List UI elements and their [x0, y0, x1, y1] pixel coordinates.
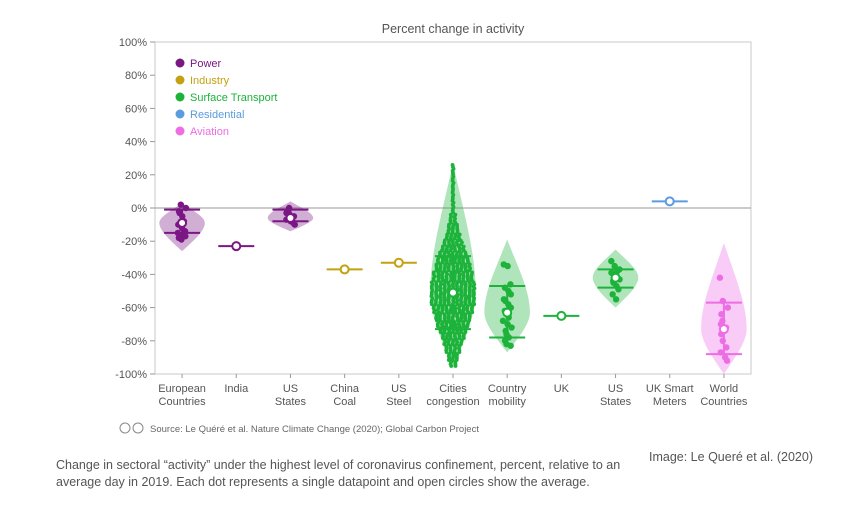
chart-title: Percent change in activity: [382, 22, 525, 36]
data-point: [508, 324, 515, 331]
data-point: [435, 324, 440, 329]
data-point: [177, 201, 185, 208]
data-point: [453, 364, 458, 368]
y-tick-label: -40%: [121, 269, 147, 281]
x-tick-label: Cities: [439, 383, 467, 395]
data-point: [716, 274, 724, 281]
x-tick-label: US: [608, 383, 623, 395]
mean-marker: [718, 324, 729, 335]
data-point: [723, 357, 731, 364]
data-point: [446, 268, 451, 273]
y-tick-label: -80%: [121, 336, 147, 348]
data-point: [470, 310, 475, 315]
x-tick-label: US: [391, 383, 406, 395]
x-tick-label: Countries: [159, 396, 207, 408]
legend-marker: [175, 109, 185, 119]
mean-marker: [177, 217, 188, 228]
data-point: [719, 337, 726, 344]
legend-label: Aviation: [190, 126, 229, 138]
data-point: [291, 221, 298, 228]
data-point: [723, 344, 730, 351]
data-point: [449, 364, 454, 368]
legend-label: Power: [190, 58, 222, 70]
data-point: [609, 291, 616, 298]
x-tick-label: Steel: [386, 396, 411, 408]
mean-marker: [393, 257, 404, 268]
mean-marker: [448, 287, 458, 298]
data-point: [504, 262, 511, 270]
chart-svg: Percent change in activity 100% 80% 60% 40% 2…: [115, 22, 752, 435]
cc-icon: [119, 422, 131, 434]
legend-marker: [175, 126, 185, 136]
data-point: [507, 342, 514, 349]
y-tick-label: 100%: [119, 37, 147, 49]
x-tick-label: mobility: [489, 396, 527, 408]
data-point: [432, 310, 436, 315]
y-tick-label: -20%: [121, 236, 147, 248]
x-tick-label: Countries: [700, 396, 748, 408]
image-credit: Image: Le Queré et al. (2020): [649, 450, 813, 464]
y-tick-label: 80%: [125, 70, 147, 82]
chart-source: Source: Le Quéré et al. Nature Climate C…: [150, 424, 479, 435]
mean-marker: [339, 264, 350, 275]
data-point: [612, 296, 620, 303]
legend-marker: [175, 75, 185, 85]
y-tick-label: -60%: [121, 303, 147, 315]
legend-label: Surface Transport: [190, 92, 277, 104]
mean-marker: [664, 196, 675, 207]
mean-marker: [502, 307, 513, 318]
x-tick-label: China: [330, 383, 360, 395]
x-tick-label: States: [275, 396, 307, 408]
y-tick-label: -100%: [115, 369, 147, 381]
y-tick-label: 40%: [125, 137, 147, 149]
legend-label: Residential: [190, 109, 244, 121]
data-point: [178, 236, 185, 243]
data-point: [507, 291, 515, 298]
x-tick-label: European: [158, 383, 206, 395]
x-tick-label: States: [600, 396, 632, 408]
figure-caption: Change in sectoral “activity” under the …: [56, 458, 621, 489]
mean-marker: [610, 272, 621, 283]
data-point: [718, 311, 725, 318]
x-tick-label: US: [283, 383, 298, 395]
data-point: [176, 209, 183, 217]
y-tick-label: 60%: [125, 103, 147, 115]
legend-label: Industry: [190, 75, 230, 87]
legend-marker: [175, 92, 185, 102]
x-tick-label: Meters: [653, 396, 687, 408]
mean-marker: [285, 212, 296, 223]
x-tick-label: World: [710, 383, 739, 395]
data-point: [444, 350, 449, 354]
x-tick-label: UK: [554, 383, 570, 395]
x-tick-label: Coal: [333, 396, 356, 408]
by-icon: [132, 422, 144, 434]
chart: Percent change in activity 100% 80% 60% 40% 2…: [115, 22, 752, 435]
x-tick-label: congestion: [426, 396, 479, 408]
y-tick-label: 0%: [131, 203, 147, 215]
x-tick-label: Country: [488, 383, 527, 395]
legend-marker: [175, 58, 185, 68]
data-point: [611, 262, 618, 270]
mean-marker: [231, 241, 242, 252]
data-point: [499, 317, 507, 325]
x-tick-label: India: [224, 383, 249, 395]
data-point: [608, 257, 615, 265]
x-tick-label: UK Smart: [646, 383, 694, 395]
mean-marker: [556, 310, 567, 321]
data-point: [724, 304, 732, 311]
y-tick-label: 20%: [125, 170, 147, 182]
data-point: [502, 297, 509, 305]
